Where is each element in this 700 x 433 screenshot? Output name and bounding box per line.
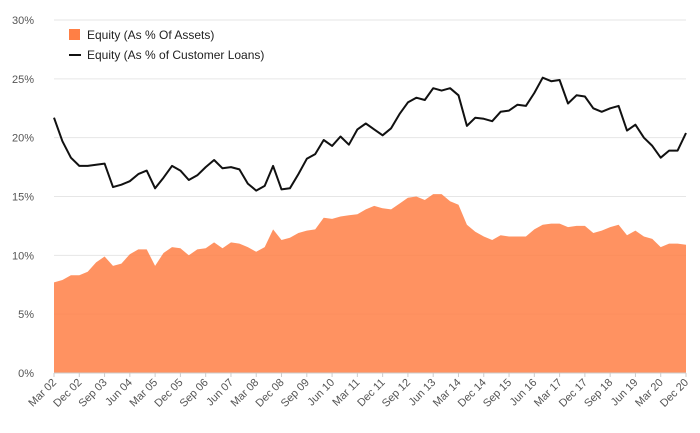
y-axis-tick-labels: 0% 5% 10% 15% 20% 25% 30% <box>12 15 34 380</box>
x-tick-label: Dec 20 <box>658 377 691 410</box>
legend-label-equity-loans: Equity (As % of Customer Loans) <box>87 48 264 62</box>
y-tick-label: 0% <box>18 368 34 380</box>
x-tick-label: Sep 09 <box>279 377 312 410</box>
y-tick-label: 20% <box>12 133 34 145</box>
x-tick-label: Sep 03 <box>77 377 110 410</box>
y-tick-label: 30% <box>12 15 34 27</box>
y-tick-label: 10% <box>12 250 34 262</box>
x-tick-label: Sep 06 <box>178 377 211 410</box>
series-equity-loans-line <box>53 76 687 192</box>
y-tick-label: 5% <box>18 309 34 321</box>
legend-label-equity-assets: Equity (As % Of Assets) <box>87 28 214 42</box>
y-tick-label: 15% <box>12 192 34 204</box>
x-tick-label: Sep 15 <box>481 377 514 410</box>
legend: Equity (As % Of Assets) Equity (As % of … <box>69 28 264 62</box>
x-tick-label: Sep 18 <box>582 377 615 410</box>
legend-swatch-equity-assets <box>69 29 80 40</box>
series-equity-assets-area <box>54 194 686 373</box>
x-tick-label: Sep 12 <box>380 377 413 410</box>
y-tick-label: 25% <box>12 74 34 86</box>
